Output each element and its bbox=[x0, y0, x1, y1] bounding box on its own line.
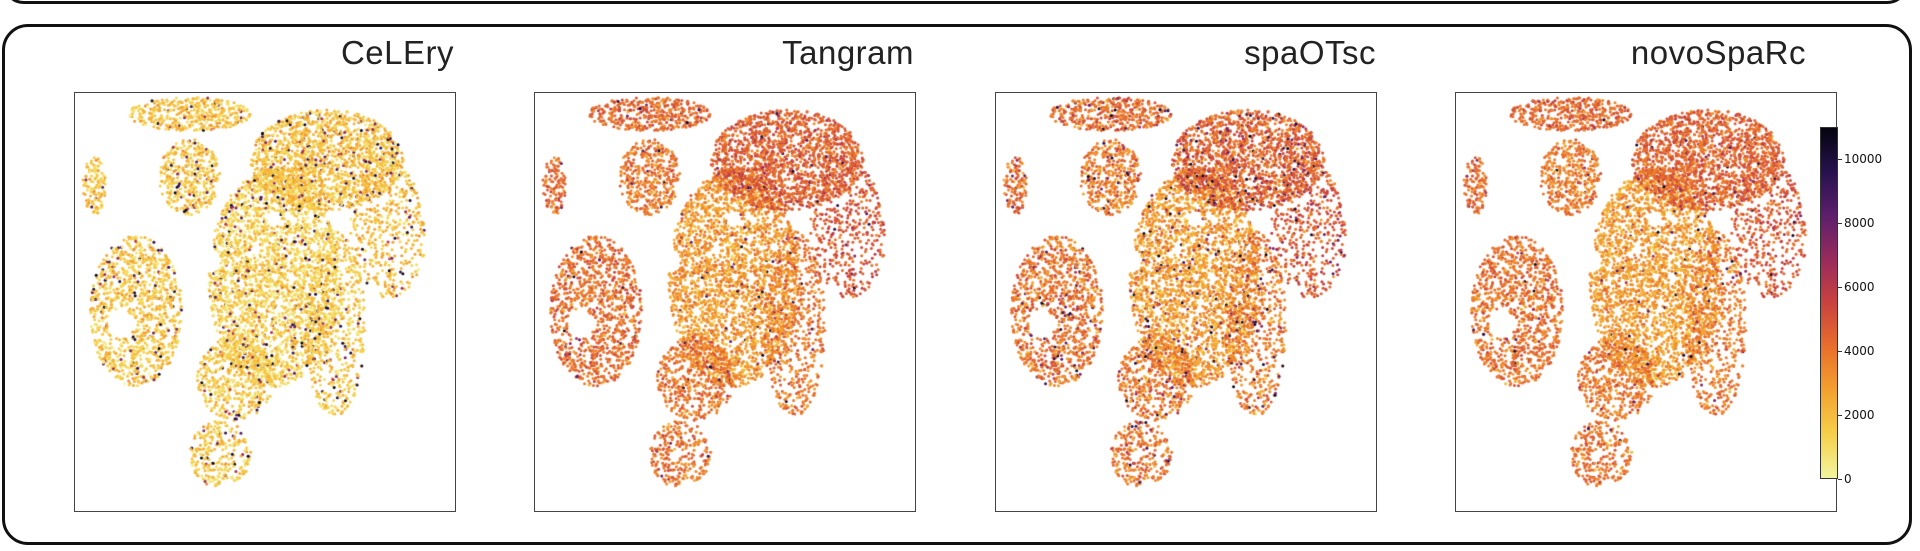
colorbar-tick-label: 4000 bbox=[1838, 344, 1875, 358]
scatter-panel-tangram bbox=[534, 92, 917, 513]
scatter-panel-spaotsc bbox=[995, 92, 1378, 513]
colorbar-tick-label: 10000 bbox=[1837, 152, 1883, 166]
scatter-panel-celery bbox=[74, 92, 457, 513]
panel-title-novosparc: novoSpaRc bbox=[1630, 34, 1806, 71]
scatter-points-spaotsc bbox=[996, 93, 1378, 513]
colorbar-tick-label: 0 bbox=[1838, 472, 1852, 486]
scatter-points-celery bbox=[75, 93, 457, 513]
panel-title-celery: CeLEry bbox=[340, 34, 454, 71]
colorbar-tick-label: 6000 bbox=[1838, 280, 1875, 294]
top-panel-frame bbox=[2, 0, 1909, 4]
scatter-panel-novosparc bbox=[1455, 92, 1838, 513]
scatter-points-tangram bbox=[535, 93, 917, 513]
figure-frame bbox=[2, 24, 1912, 545]
panel-title-spaotsc: spaOTsc bbox=[1244, 34, 1376, 71]
colorbar-tick-label: 8000 bbox=[1838, 216, 1875, 230]
colorbar bbox=[1820, 127, 1838, 479]
panel-title-tangram: Tangram bbox=[782, 34, 914, 71]
colorbar-tick-label: 2000 bbox=[1838, 408, 1875, 422]
scatter-points-novosparc bbox=[1456, 93, 1838, 513]
